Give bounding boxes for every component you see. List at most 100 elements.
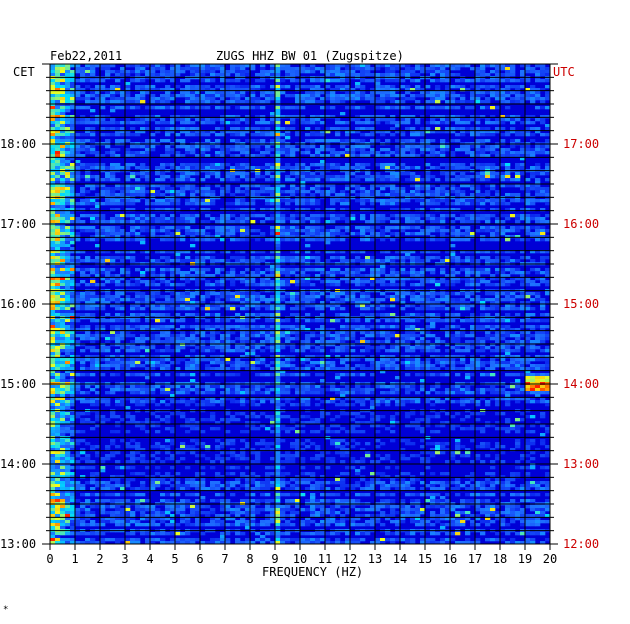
heatmap-cell <box>200 271 206 275</box>
heatmap-cell <box>315 232 321 236</box>
heatmap-cell <box>255 304 261 308</box>
heatmap-cell <box>320 307 326 311</box>
heatmap-cell <box>425 121 431 125</box>
heatmap-cell <box>240 277 246 281</box>
heatmap-cell <box>195 277 201 281</box>
heatmap-cell <box>455 178 461 182</box>
heatmap-cell <box>485 97 491 101</box>
heatmap-cell <box>165 91 171 95</box>
heatmap-cell <box>50 241 56 245</box>
heatmap-cell <box>480 214 486 218</box>
heatmap-cell <box>530 283 536 287</box>
heatmap-cell <box>155 97 161 101</box>
heatmap-cell <box>320 214 326 218</box>
heatmap-cell <box>345 292 351 296</box>
heatmap-cell <box>85 127 91 131</box>
heatmap-cell <box>360 85 366 89</box>
heatmap-cell <box>220 154 226 158</box>
heatmap-cell <box>90 313 96 317</box>
heatmap-cell <box>430 70 436 74</box>
heatmap-cell <box>335 313 341 317</box>
heatmap-cell <box>420 130 426 134</box>
heatmap-cell <box>120 292 126 296</box>
heatmap-cell <box>150 115 156 119</box>
heatmap-cell <box>75 298 81 302</box>
heatmap-cell <box>400 106 406 110</box>
heatmap-cell <box>355 193 361 197</box>
heatmap-cell <box>305 244 311 248</box>
heatmap-cell <box>175 298 181 302</box>
heatmap-cell <box>55 250 61 254</box>
heatmap-cell <box>410 133 416 137</box>
heatmap-cell <box>445 313 451 317</box>
heatmap-cell <box>110 154 116 158</box>
heatmap-cell <box>450 256 456 260</box>
heatmap-cell <box>285 283 291 287</box>
heatmap-cell <box>320 148 326 152</box>
heatmap-cell <box>75 160 81 164</box>
heatmap-cell <box>65 280 71 284</box>
heatmap-cell <box>425 139 431 143</box>
heatmap-cell <box>410 73 416 77</box>
heatmap-cell <box>95 88 101 92</box>
heatmap-cell <box>255 121 261 125</box>
heatmap-cell <box>95 118 101 122</box>
heatmap-cell <box>200 268 206 272</box>
heatmap-cell <box>70 238 76 242</box>
heatmap-cell <box>535 226 541 230</box>
heatmap-cell <box>385 151 391 155</box>
heatmap-cell <box>205 268 211 272</box>
heatmap-cell <box>430 145 436 149</box>
heatmap-cell <box>440 190 446 194</box>
heatmap-cell <box>525 229 531 233</box>
heatmap-cell <box>55 184 61 188</box>
heatmap-cell <box>70 136 76 140</box>
heatmap-cell <box>100 277 106 281</box>
heatmap-cell <box>110 178 116 182</box>
heatmap-cell <box>135 298 141 302</box>
heatmap-cell <box>425 172 431 176</box>
heatmap-cell <box>455 199 461 203</box>
heatmap-cell <box>335 232 341 236</box>
heatmap-cell <box>320 70 326 74</box>
heatmap-cell <box>530 280 536 284</box>
heatmap-cell <box>325 73 331 77</box>
heatmap-cell <box>145 250 151 254</box>
heatmap-cell <box>190 94 196 98</box>
heatmap-cell <box>265 238 271 242</box>
heatmap-cell <box>475 190 481 194</box>
heatmap-cell <box>290 79 296 83</box>
heatmap-cell <box>90 91 96 95</box>
heatmap-cell <box>145 88 151 92</box>
heatmap-cell <box>75 133 81 137</box>
heatmap-cell <box>455 94 461 98</box>
heatmap-cell <box>80 139 86 143</box>
heatmap-cell <box>450 268 456 272</box>
heatmap-cell <box>305 202 311 206</box>
heatmap-cell <box>505 163 511 167</box>
heatmap-cell <box>255 301 261 305</box>
heatmap-cell <box>55 226 61 230</box>
heatmap-cell <box>365 175 371 179</box>
heatmap-cell <box>300 94 306 98</box>
heatmap-cell <box>390 313 396 317</box>
heatmap-cell <box>410 268 416 272</box>
heatmap-cell <box>295 202 301 206</box>
heatmap-cell <box>225 163 231 167</box>
heatmap-cell <box>475 199 481 203</box>
heatmap-cell <box>130 184 136 188</box>
heatmap-cell <box>300 166 306 170</box>
heatmap-cell <box>160 121 166 125</box>
heatmap-cell <box>90 199 96 203</box>
heatmap-cell <box>520 256 526 260</box>
heatmap-cell <box>145 148 151 152</box>
heatmap-cell <box>160 226 166 230</box>
heatmap-cell <box>55 127 61 131</box>
heatmap-cell <box>510 229 516 233</box>
heatmap-cell <box>510 70 516 74</box>
heatmap-cell <box>250 229 256 233</box>
heatmap-cell <box>455 79 461 83</box>
heatmap-cell <box>480 106 486 110</box>
heatmap-cell <box>260 73 266 77</box>
heatmap-cell <box>545 301 551 305</box>
